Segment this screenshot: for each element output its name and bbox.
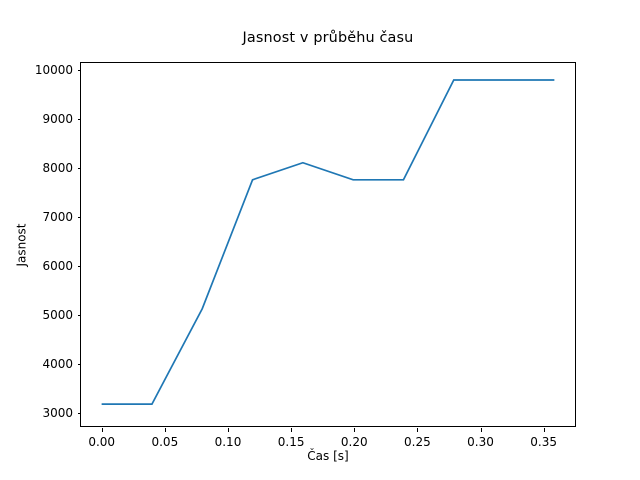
y-tick-mark — [77, 168, 81, 170]
x-tick-mark — [291, 428, 293, 432]
y-tick-label: 3000 — [42, 405, 73, 420]
chart-title: Jasnost v průběhu času — [242, 30, 414, 46]
x-tick-mark — [417, 428, 419, 432]
x-tick-mark — [354, 428, 356, 432]
y-axis-label-text: Jasnost — [15, 222, 29, 267]
y-tick-mark — [77, 314, 81, 316]
x-tick-label: 0.15 — [277, 435, 305, 449]
y-axis-label: Jasnost — [14, 62, 30, 427]
y-tick-mark — [77, 70, 81, 72]
y-tick-label: 4000 — [42, 356, 73, 371]
x-tick-label: 0.05 — [151, 435, 179, 449]
plot-area — [81, 63, 575, 426]
y-tick-mark — [77, 119, 81, 121]
y-tick-label: 7000 — [42, 210, 73, 225]
x-tick-label: 0.10 — [214, 435, 242, 449]
x-tick-mark — [164, 428, 166, 432]
line-series-svg — [101, 79, 555, 405]
data-line-jasnost — [101, 79, 555, 405]
y-tick-mark — [77, 363, 81, 365]
y-tick-label: 10000 — [34, 63, 73, 78]
plot-axes: 0.00 0.05 0.10 0.15 0.20 0.25 0.30 0.35 3000 4000… — [35, 62, 576, 449]
y-tick-label: 6000 — [42, 259, 73, 274]
y-tick-label: 9000 — [42, 112, 73, 127]
x-tick-mark — [227, 428, 229, 432]
x-tick-label: 0.35 — [530, 435, 558, 449]
y-tick-mark — [77, 412, 81, 414]
y-tick-label: 8000 — [42, 161, 73, 176]
y-tick-mark — [77, 217, 81, 219]
x-axis-label: Čas [s] — [307, 449, 349, 463]
x-tick-label: 0.25 — [404, 435, 431, 449]
x-tick-mark — [480, 428, 482, 432]
x-tick-label: 0.00 — [88, 435, 116, 449]
x-tick-label: 0.30 — [467, 435, 494, 449]
x-tick-mark — [543, 428, 545, 432]
y-tick-mark — [77, 266, 81, 268]
x-tick-mark — [101, 428, 103, 432]
x-tick-label: 0.20 — [340, 435, 368, 449]
y-tick-label: 5000 — [42, 307, 73, 322]
